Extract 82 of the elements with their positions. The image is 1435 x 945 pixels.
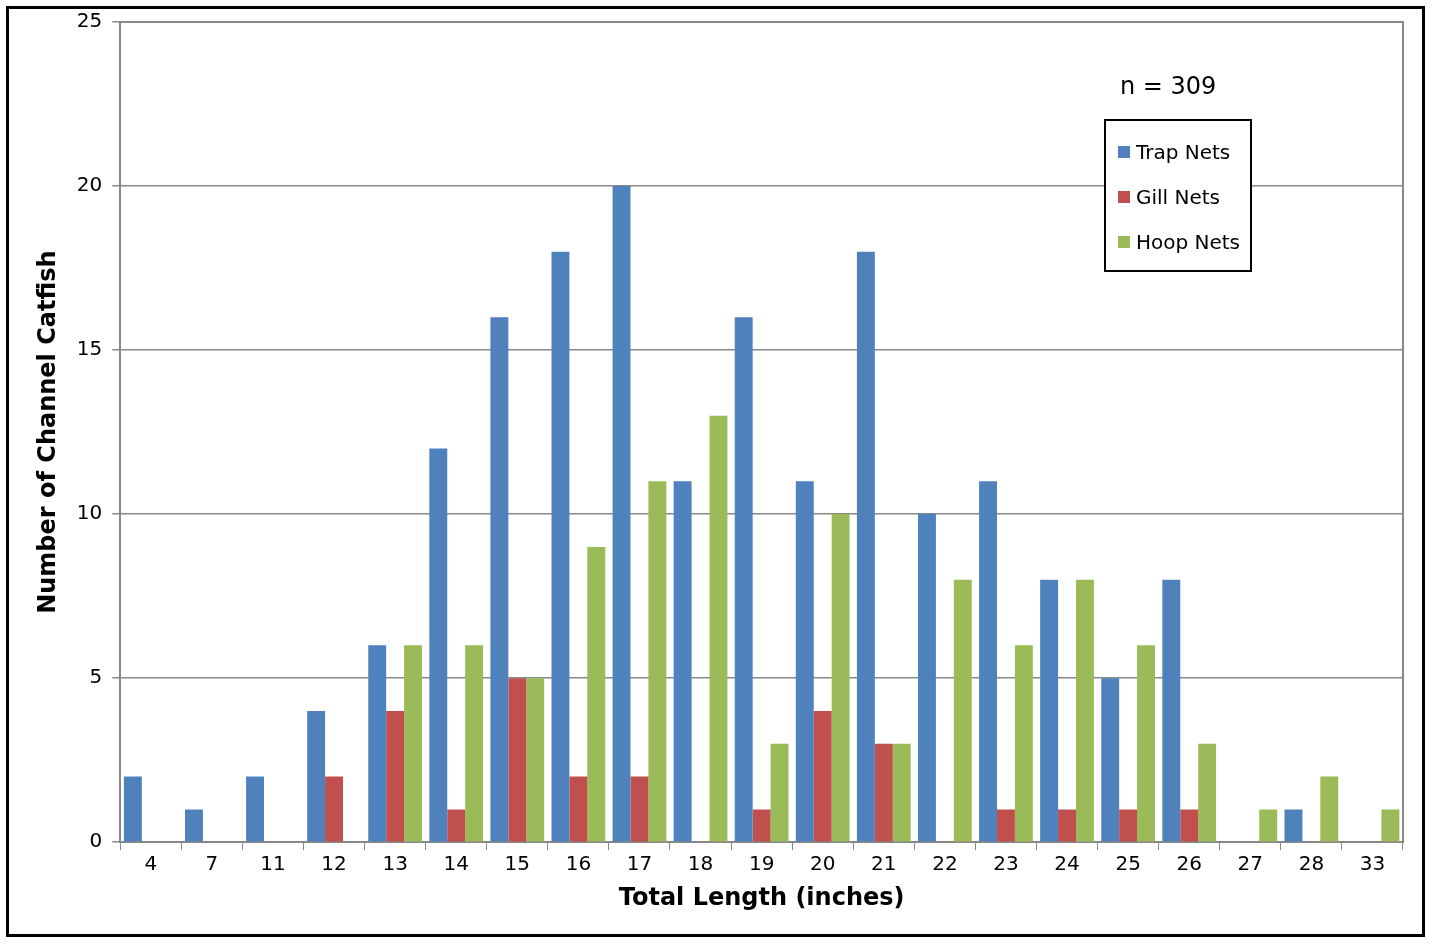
bar — [1014, 645, 1033, 842]
bar — [752, 809, 771, 842]
x-tick-label: 19 — [748, 851, 775, 876]
bar — [979, 481, 997, 842]
bar — [404, 645, 422, 842]
y-tick-label: 20 — [76, 172, 103, 197]
x-tick-label: 7 — [205, 851, 219, 876]
bar — [1162, 579, 1181, 842]
x-tick-label: 21 — [871, 851, 897, 876]
x-tick-label: 12 — [321, 851, 347, 876]
bar — [526, 678, 545, 842]
bar — [997, 809, 1015, 842]
bar — [770, 743, 789, 842]
bar — [1101, 678, 1120, 842]
bar — [569, 776, 588, 842]
bar — [795, 481, 814, 842]
x-tick-label: 24 — [1054, 851, 1080, 876]
x-tick-label: 17 — [626, 851, 653, 876]
y-tick-label: 25 — [76, 8, 103, 33]
bar — [709, 415, 728, 842]
annotation: n = 309 — [1120, 72, 1217, 100]
bar — [447, 809, 466, 842]
bar — [123, 776, 142, 842]
y-tick-label: 15 — [76, 336, 103, 361]
bar — [587, 546, 606, 842]
y-axis-title: Number of Channel Catfish — [32, 250, 61, 614]
legend-label: Trap Nets — [1134, 138, 1232, 166]
bar — [386, 710, 405, 842]
x-axis-title: Total Length (inches) — [618, 882, 905, 911]
x-tick-label: 16 — [565, 851, 592, 876]
x-tick-label: 18 — [687, 851, 714, 876]
bar — [429, 448, 448, 842]
bar — [734, 317, 753, 842]
x-tick-label: 23 — [993, 851, 1019, 876]
x-tick-label: 4 — [144, 851, 158, 876]
x-tick-label: 25 — [1115, 851, 1141, 876]
x-tick-label: 26 — [1176, 851, 1202, 876]
bar — [1284, 809, 1303, 842]
bar — [325, 776, 343, 842]
bar — [307, 710, 326, 842]
legend-label: Gill Nets — [1134, 183, 1221, 211]
bar — [918, 514, 936, 842]
y-tick-label: 5 — [89, 664, 103, 689]
bar — [185, 809, 203, 842]
bar — [490, 317, 509, 842]
bar — [551, 251, 570, 842]
bar — [892, 743, 911, 842]
x-tick-label: 11 — [260, 851, 286, 876]
bar — [856, 251, 875, 842]
x-tick-label: 15 — [504, 851, 531, 876]
bar — [1259, 809, 1278, 842]
bar — [1137, 645, 1155, 842]
bar — [673, 481, 692, 842]
bar — [1119, 809, 1138, 842]
x-tick-label: 14 — [443, 851, 469, 876]
bar — [465, 645, 484, 842]
bar — [508, 678, 527, 842]
legend-label: Hoop Nets — [1134, 228, 1240, 256]
bar — [368, 645, 387, 842]
bar — [648, 481, 667, 842]
bar — [1040, 579, 1059, 842]
bar — [630, 776, 649, 842]
x-tick-label: 13 — [382, 851, 408, 876]
bar — [813, 710, 832, 842]
bar — [874, 743, 893, 842]
bar — [953, 579, 972, 842]
bar — [831, 514, 850, 842]
bar — [1076, 579, 1094, 842]
x-tick-label: 20 — [809, 851, 836, 876]
y-tick-label: 0 — [89, 828, 103, 853]
x-tick-label: 27 — [1237, 851, 1264, 876]
bar — [1198, 743, 1217, 842]
bar — [246, 776, 264, 842]
bar — [1180, 809, 1199, 842]
x-tick-label: 33 — [1359, 851, 1386, 876]
x-tick-label: 28 — [1298, 851, 1325, 876]
y-tick-label: 10 — [76, 500, 103, 525]
bar — [1381, 809, 1400, 842]
x-tick-label: 22 — [932, 851, 958, 876]
bar — [612, 186, 631, 842]
bar — [1058, 809, 1076, 842]
bar — [1320, 776, 1339, 842]
